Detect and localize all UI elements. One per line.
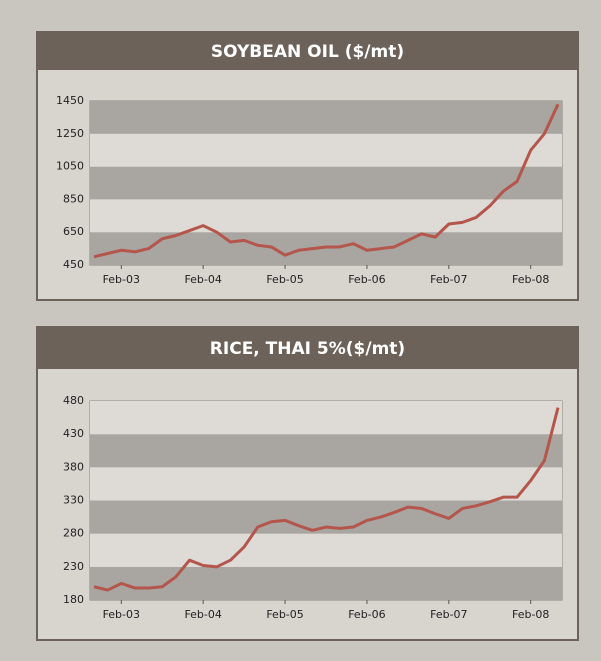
grid-band <box>90 500 562 534</box>
grid-band <box>90 133 562 167</box>
x-tick-label: Feb-08 <box>512 608 549 621</box>
x-tick-label: Feb-03 <box>103 608 140 621</box>
data-line <box>93 407 560 592</box>
x-tick-label: Feb-04 <box>184 608 221 621</box>
x-tick-label: Feb-06 <box>348 273 385 286</box>
grid-band <box>90 101 562 134</box>
y-tick-label: 330 <box>63 494 84 507</box>
x-tick-label: Feb-03 <box>103 273 140 286</box>
y-tick-label: 1050 <box>56 160 84 173</box>
panel-header <box>37 32 578 70</box>
grid-band <box>90 232 562 265</box>
y-tick-label: 450 <box>63 258 84 271</box>
y-tick-label: 180 <box>63 593 84 606</box>
grid-band <box>90 434 562 468</box>
x-tick-label: Feb-06 <box>348 608 385 621</box>
grid-band <box>90 467 562 501</box>
grid-band <box>90 199 562 233</box>
x-tick-label: Feb-07 <box>430 273 467 286</box>
y-tick-label: 1450 <box>56 94 84 107</box>
grid-band <box>90 566 562 600</box>
chart-title: RICE, THAI 5%($/mt) <box>210 339 405 359</box>
x-tick-label: Feb-05 <box>266 608 303 621</box>
x-tick-label: Feb-07 <box>430 608 467 621</box>
y-tick-label: 230 <box>63 560 84 573</box>
y-tick-label: 380 <box>63 460 84 473</box>
x-tick-label: Feb-08 <box>512 273 549 286</box>
y-tick-label: 280 <box>63 527 84 540</box>
y-tick-label: 650 <box>63 225 84 238</box>
panel-header <box>37 327 578 369</box>
grid-band <box>90 401 562 435</box>
x-tick-label: Feb-05 <box>266 273 303 286</box>
grid-band <box>90 533 562 567</box>
y-tick-label: 430 <box>63 427 84 440</box>
chart-title: SOYBEAN OIL ($/mt) <box>211 42 404 62</box>
y-tick-label: 850 <box>63 192 84 205</box>
grid-band <box>90 166 562 200</box>
x-tick-label: Feb-04 <box>184 273 221 286</box>
data-line <box>93 103 560 259</box>
y-tick-label: 480 <box>63 394 84 407</box>
y-tick-label: 1250 <box>56 127 84 140</box>
